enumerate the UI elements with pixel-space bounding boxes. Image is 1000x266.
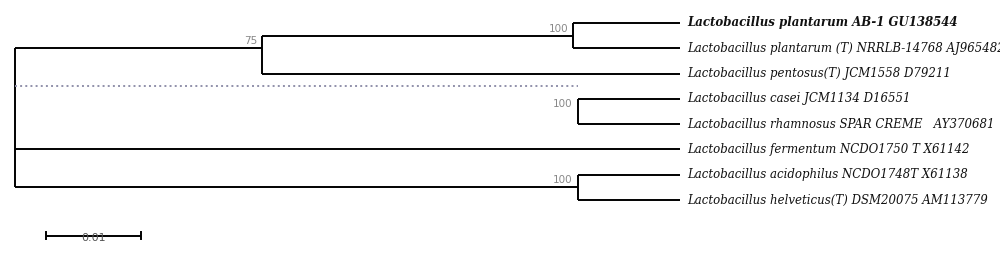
Text: Lactobacillus rhamnosus SPAR CREME   AY370681: Lactobacillus rhamnosus SPAR CREME AY370… — [687, 118, 995, 131]
Text: Lactobacillus acidophilus NCDO1748T X61138: Lactobacillus acidophilus NCDO1748T X611… — [687, 168, 968, 181]
Text: Lactobacillus casei JCM1134 D16551: Lactobacillus casei JCM1134 D16551 — [687, 92, 911, 105]
Text: Lactobacillus plantarum (T) NRRLB-14768 AJ965482: Lactobacillus plantarum (T) NRRLB-14768 … — [687, 42, 1000, 55]
Text: 100: 100 — [553, 99, 573, 110]
Text: Lactobacillus helveticus(T) DSM20075 AM113779: Lactobacillus helveticus(T) DSM20075 AM1… — [687, 194, 988, 207]
Text: Lactobacillus pentosus(T) JCM1558 D79211: Lactobacillus pentosus(T) JCM1558 D79211 — [687, 67, 951, 80]
Text: Lactobacillus plantarum AB-1 GU138544: Lactobacillus plantarum AB-1 GU138544 — [687, 16, 958, 30]
Text: Lactobacillus fermentum NCDO1750 T X61142: Lactobacillus fermentum NCDO1750 T X6114… — [687, 143, 970, 156]
Text: 100: 100 — [548, 23, 568, 34]
Text: 75: 75 — [244, 36, 257, 46]
Text: 0.01: 0.01 — [81, 233, 106, 243]
Text: 100: 100 — [553, 175, 573, 185]
